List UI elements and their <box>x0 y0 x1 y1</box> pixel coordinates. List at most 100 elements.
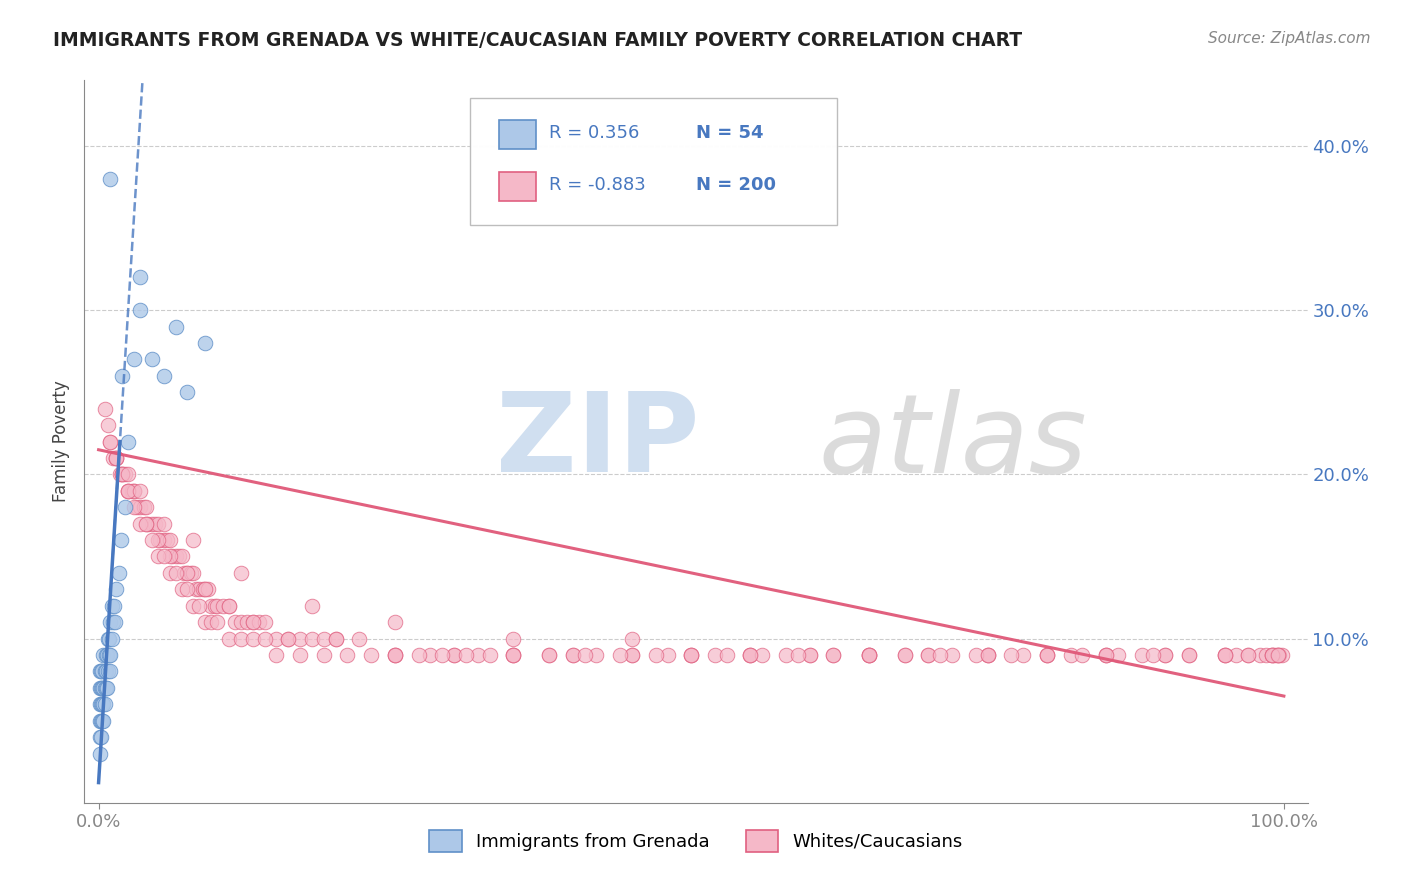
Point <box>858 648 880 662</box>
Point <box>502 648 524 662</box>
Point <box>301 632 323 646</box>
Point <box>104 615 127 630</box>
Point <box>101 615 124 630</box>
Point <box>454 648 477 662</box>
Point <box>129 303 152 318</box>
Point <box>235 615 257 630</box>
Point <box>152 516 174 531</box>
Point <box>90 714 112 728</box>
Point <box>224 615 246 630</box>
Point <box>288 632 311 646</box>
Point <box>90 698 112 712</box>
Point <box>218 599 240 613</box>
Point <box>100 434 122 449</box>
Point <box>253 632 276 646</box>
Point <box>443 648 465 662</box>
Point <box>229 615 252 630</box>
Point <box>288 648 311 662</box>
Point <box>478 648 501 662</box>
Point <box>917 648 939 662</box>
Point <box>165 319 187 334</box>
Point <box>170 582 193 597</box>
Point <box>159 533 181 547</box>
Point <box>90 730 112 744</box>
Point <box>183 533 205 547</box>
Point <box>443 648 465 662</box>
Point <box>114 467 136 482</box>
Point <box>183 599 205 613</box>
Point <box>152 549 174 564</box>
Point <box>97 665 120 679</box>
Point <box>146 516 169 531</box>
Point <box>117 483 139 498</box>
Point <box>184 582 207 597</box>
Point <box>408 648 430 662</box>
Point <box>173 566 195 580</box>
Point <box>1178 648 1201 662</box>
Point <box>976 648 998 662</box>
Point <box>1000 648 1022 662</box>
Point <box>100 434 122 449</box>
Point <box>325 632 347 646</box>
Point <box>94 648 117 662</box>
Text: IMMIGRANTS FROM GRENADA VS WHITE/CAUCASIAN FAMILY POVERTY CORRELATION CHART: IMMIGRANTS FROM GRENADA VS WHITE/CAUCASI… <box>53 31 1022 50</box>
Point <box>194 615 217 630</box>
Point <box>751 648 773 662</box>
Point <box>97 632 120 646</box>
Point <box>1261 648 1284 662</box>
Point <box>125 500 148 515</box>
Point <box>111 467 134 482</box>
Point <box>242 632 264 646</box>
Point <box>384 648 406 662</box>
Text: R = 0.356: R = 0.356 <box>550 124 640 142</box>
Point <box>349 632 371 646</box>
Point <box>89 730 111 744</box>
Point <box>129 270 152 285</box>
Text: N = 54: N = 54 <box>696 124 763 142</box>
Point <box>165 549 187 564</box>
Point <box>740 648 762 662</box>
Point <box>91 698 114 712</box>
Point <box>561 648 583 662</box>
Point <box>129 516 152 531</box>
Point <box>1213 648 1236 662</box>
Point <box>141 352 163 367</box>
Point <box>266 632 288 646</box>
Point <box>91 714 114 728</box>
Point <box>1036 648 1059 662</box>
Point <box>194 582 217 597</box>
Point <box>91 665 114 679</box>
Point <box>146 533 169 547</box>
Bar <box>499 120 536 149</box>
Bar <box>499 172 536 201</box>
Point <box>929 648 952 662</box>
Point <box>1254 648 1277 662</box>
Point <box>103 599 125 613</box>
Point <box>325 632 347 646</box>
Point <box>917 648 939 662</box>
Point <box>91 714 114 728</box>
Point <box>159 566 181 580</box>
Point <box>105 582 128 597</box>
Point <box>432 648 454 662</box>
Point <box>100 615 122 630</box>
Point <box>111 467 134 482</box>
Point <box>145 516 167 531</box>
Point <box>176 566 198 580</box>
Point <box>787 648 810 662</box>
Point <box>893 648 915 662</box>
Point <box>1225 648 1247 662</box>
Point <box>176 582 198 597</box>
Point <box>277 632 299 646</box>
Point <box>229 632 252 646</box>
Point <box>129 483 152 498</box>
Point <box>114 500 136 515</box>
Point <box>101 450 124 465</box>
Point <box>360 648 382 662</box>
Point <box>200 599 222 613</box>
Point <box>121 483 143 498</box>
Point <box>117 483 139 498</box>
Point <box>1267 648 1289 662</box>
Point <box>100 665 122 679</box>
Point <box>111 467 134 482</box>
